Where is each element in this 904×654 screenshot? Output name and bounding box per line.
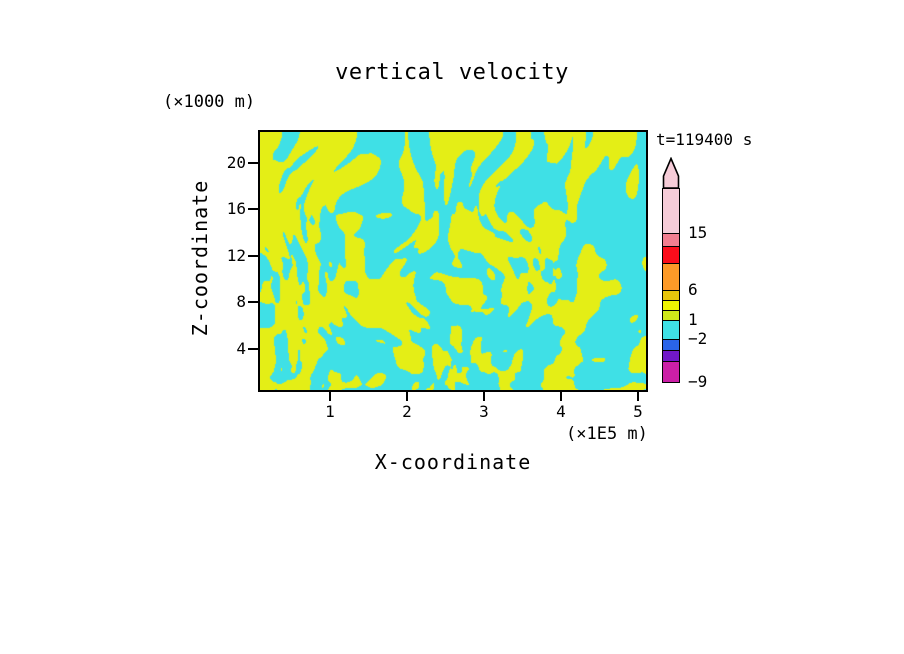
chart-title: vertical velocity (335, 60, 569, 85)
y-tick-mark (248, 301, 258, 303)
y-tick-label: 4 (236, 339, 246, 358)
x-tick-mark (406, 392, 408, 401)
y-tick-label: 8 (236, 292, 246, 311)
colorbar-level-label: 6 (688, 280, 698, 299)
y-tick-mark (248, 162, 258, 164)
y-tick-label: 16 (226, 199, 246, 218)
colorbar-segment (663, 301, 679, 310)
x-tick-mark (329, 392, 331, 401)
colorbar-level-label: 15 (688, 223, 708, 242)
x-axis-title: X-coordinate (374, 450, 532, 474)
x-tick-label: 1 (325, 402, 335, 421)
x-tick-label: 3 (479, 402, 489, 421)
y-tick-mark (248, 208, 258, 210)
colorbar-level-label: −2 (688, 329, 708, 348)
colorbar-segment (663, 362, 679, 382)
colorbar (662, 188, 680, 383)
colorbar-segment (663, 247, 679, 263)
x-tick-label: 4 (556, 402, 566, 421)
colorbar-segment (663, 321, 679, 339)
colorbar-segment (663, 264, 679, 290)
colorbar-level-label: 1 (688, 310, 698, 329)
colorbar-segment (663, 340, 679, 350)
y-tick-label: 20 (226, 153, 246, 172)
time-label: t=119400 s (656, 130, 753, 149)
x-tick-mark (637, 392, 639, 401)
y-tick-mark (248, 348, 258, 350)
colorbar-level-label: −9 (688, 372, 708, 391)
x-tick-mark (483, 392, 485, 401)
contour-field-canvas (260, 132, 646, 390)
colorbar-segment (663, 189, 679, 233)
x-axis-unit-label: (×1E5 m) (566, 424, 648, 444)
y-axis-unit-label: (×1000 m) (163, 92, 256, 112)
x-tick-label: 2 (402, 402, 412, 421)
colorbar-segment (663, 291, 679, 300)
colorbar-segment (663, 351, 679, 361)
x-tick-label: 5 (633, 402, 643, 421)
x-tick-mark (560, 392, 562, 401)
colorbar-arrow-icon (662, 157, 680, 188)
plot-area (258, 130, 648, 392)
y-tick-label: 12 (226, 246, 246, 265)
y-tick-mark (248, 255, 258, 257)
colorbar-segment (663, 311, 679, 320)
colorbar-segment (663, 234, 679, 246)
